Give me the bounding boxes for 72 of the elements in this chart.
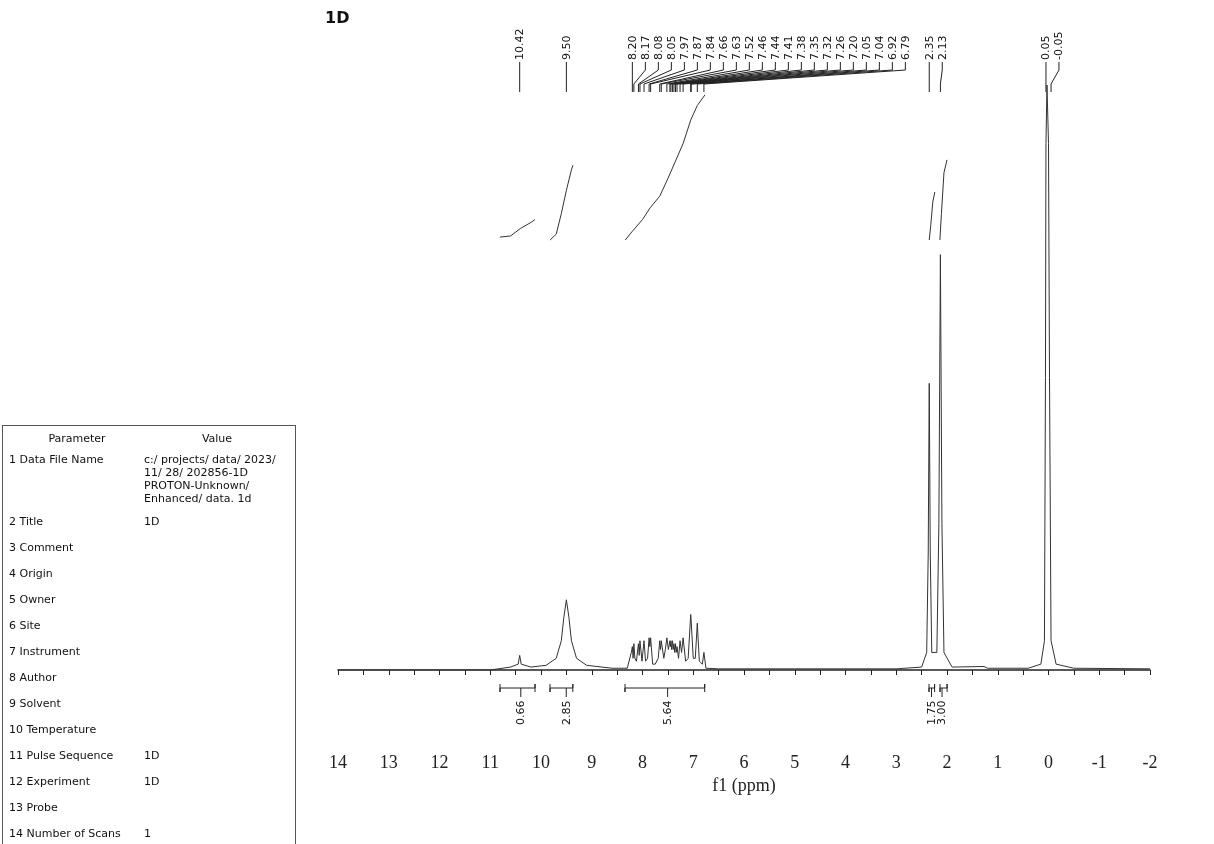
category-label: 14 Number of Scans xyxy=(8,827,122,842)
x-tick-label: 2 xyxy=(942,752,952,772)
category-label: 2 Title xyxy=(8,515,45,530)
category-label: 11 Pulse Sequence xyxy=(8,749,115,764)
text: c:/ projects/ data/ 2023/ 11/ 28/ 202856-1D PROTON-Unknown/ Enhanced/ data. 1d xyxy=(144,453,276,505)
category-label: 6 Site xyxy=(8,619,42,634)
x-tick-label: -1 xyxy=(1091,752,1107,772)
x-tick-label: 4 xyxy=(841,752,850,772)
x-tick-label: 11 xyxy=(481,752,499,772)
annotation: 2.35 xyxy=(922,35,936,60)
x-tick-label: 6 xyxy=(739,752,749,772)
x-tick-label: 14 xyxy=(329,752,347,772)
annotation: 7.84 xyxy=(703,35,717,60)
annotation: 7.52 xyxy=(742,35,756,60)
annotation: 7.32 xyxy=(820,35,834,60)
text: Value xyxy=(200,432,234,445)
text: 1 xyxy=(144,827,152,840)
x-tick-label: 1 xyxy=(993,752,1003,772)
annotation: 7.35 xyxy=(807,35,821,60)
category-label: 9 Solvent xyxy=(8,697,62,712)
category-label: 4 Origin xyxy=(8,567,54,582)
x-tick-label: 7 xyxy=(688,752,698,772)
x-tick-label: 13 xyxy=(379,752,398,772)
x-tick-label: 12 xyxy=(430,752,449,772)
x-tick-label: 10 xyxy=(532,752,550,772)
annotation: 6.92 xyxy=(885,35,899,60)
annotation: 3.00 xyxy=(935,700,949,725)
annotation: 7.41 xyxy=(781,35,795,60)
annotation: 8.17 xyxy=(638,35,652,60)
annotation: 8.05 xyxy=(664,35,678,60)
annotation: 7.46 xyxy=(755,35,769,60)
chart-title: 1D xyxy=(325,7,350,27)
text: Parameter xyxy=(47,432,107,445)
annotation: 0.66 xyxy=(514,700,528,725)
annotation: 2.85 xyxy=(559,700,573,725)
annotation: 6.79 xyxy=(898,35,912,60)
x-axis-title: f1 (ppm) xyxy=(712,774,776,796)
x-tick-label: 5 xyxy=(790,752,800,772)
annotation: 0.05 xyxy=(1039,35,1053,60)
annotation: 7.66 xyxy=(716,35,730,60)
category-label: 5 Owner xyxy=(8,593,57,608)
annotation: 7.97 xyxy=(677,35,691,60)
annotation: 2.13 xyxy=(935,35,949,60)
annotation: 8.20 xyxy=(625,35,639,60)
x-tick-label: -2 xyxy=(1142,752,1158,772)
category-label: 1 Data File Name xyxy=(8,453,105,468)
annotation: 7.04 xyxy=(872,35,886,60)
x-tick-label: 8 xyxy=(638,752,647,772)
annotation: 10.42 xyxy=(513,28,527,60)
annotation: 7.87 xyxy=(690,35,704,60)
category-label: 3 Comment xyxy=(8,541,75,556)
annotation: 5.64 xyxy=(661,700,675,725)
annotation: 7.44 xyxy=(768,35,782,60)
annotation: 7.05 xyxy=(859,35,873,60)
category-label: 13 Probe xyxy=(8,801,59,816)
annotation: 7.20 xyxy=(846,35,860,60)
annotation: 7.26 xyxy=(833,35,847,60)
category-label: 10 Temperature xyxy=(8,723,98,738)
x-tick-label: 0 xyxy=(1044,752,1053,772)
x-tick-label: 3 xyxy=(891,752,901,772)
annotation: 9.50 xyxy=(559,35,573,60)
x-tick-label: 9 xyxy=(587,752,597,772)
category-label: 7 Instrument xyxy=(8,645,82,660)
text: 1D xyxy=(144,775,160,788)
category-label: 8 Author xyxy=(8,671,58,686)
annotation: 7.63 xyxy=(729,35,743,60)
text: 1D xyxy=(144,749,160,762)
annotation: -0.05 xyxy=(1052,31,1066,60)
category-label: 12 Experiment xyxy=(8,775,92,790)
annotation: 7.38 xyxy=(794,35,808,60)
annotation: 8.08 xyxy=(651,35,665,60)
text: 1D xyxy=(144,515,160,528)
